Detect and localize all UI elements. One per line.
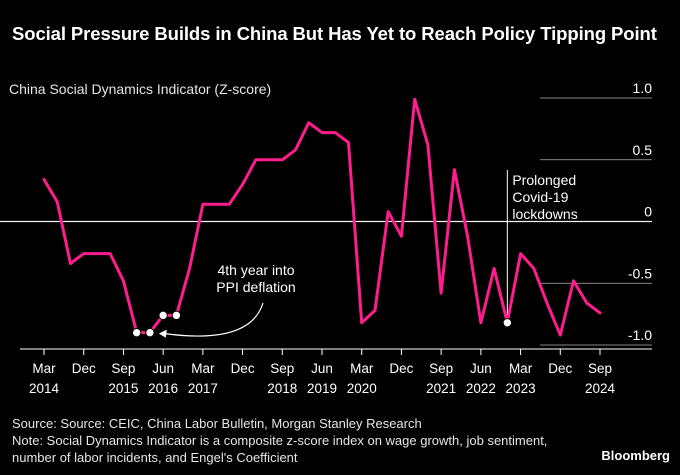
- x-tick-year-label: 2019: [307, 381, 337, 396]
- x-tick-year-label: 2014: [29, 381, 60, 396]
- x-tick-year-label: 2017: [188, 381, 218, 396]
- x-tick-label: Mar: [509, 361, 533, 376]
- annotation-covid-text: Covid-19: [512, 189, 568, 205]
- highlight-point: [171, 310, 182, 321]
- x-tick-label: Dec: [231, 361, 255, 376]
- chart-title: Social Pressure Builds in China But Has …: [12, 23, 657, 44]
- annotation-covid-text: lockdowns: [512, 206, 577, 222]
- x-tick-label: Mar: [350, 361, 374, 376]
- x-tick-year-label: 2015: [108, 381, 138, 396]
- x-tick-year-label: 2016: [148, 381, 178, 396]
- x-tick-label: Sep: [270, 361, 294, 376]
- highlight-point: [158, 310, 168, 321]
- x-tick-year-label: 2023: [506, 381, 536, 396]
- methodology-note: Note: Social Dynamics Indicator is a com…: [12, 433, 548, 465]
- x-tick-label: Mar: [191, 361, 215, 376]
- source-note: Source: Source: CEIC, China Labor Bullet…: [12, 416, 422, 431]
- x-tick-year-label: 2020: [347, 381, 377, 396]
- x-tick-year-label: 2018: [267, 381, 297, 396]
- y-tick-label: 0: [644, 204, 652, 220]
- bloomberg-logo: Bloomberg: [601, 448, 670, 463]
- x-tick-label: Dec: [548, 361, 572, 376]
- x-tick-label: Sep: [429, 361, 453, 376]
- highlight-point: [131, 327, 142, 338]
- annotation-arrowhead: [158, 329, 167, 338]
- x-tick-label: Sep: [111, 361, 135, 376]
- highlight-point: [145, 327, 155, 338]
- x-tick-label: Dec: [389, 361, 413, 376]
- x-tick-label: Sep: [588, 361, 612, 376]
- y-tick-label: 1.0: [633, 80, 653, 96]
- x-tick-label: Jun: [470, 361, 492, 376]
- y-tick-label: -1.0: [628, 327, 652, 343]
- chart-footer: Source: Source: CEIC, China Labor Bullet…: [12, 415, 572, 466]
- annotation-covid-text: Prolonged: [512, 172, 576, 188]
- highlight-point: [502, 318, 513, 328]
- annotation-deflation-text: PPI deflation: [216, 279, 295, 295]
- x-tick-year-label: 2022: [466, 381, 496, 396]
- x-tick-year-label: 2021: [426, 381, 456, 396]
- x-tick-year-label: 2024: [585, 381, 616, 396]
- x-tick-label: Jun: [152, 361, 174, 376]
- x-tick-label: Mar: [32, 361, 56, 376]
- y-tick-label: 0.5: [633, 142, 653, 158]
- x-tick-label: Jun: [311, 361, 333, 376]
- chart-subtitle: China Social Dynamics Indicator (Z-score…: [9, 81, 272, 97]
- annotation-arrow: [164, 302, 264, 337]
- x-tick-label: Dec: [72, 361, 96, 376]
- y-tick-label: -0.5: [628, 265, 652, 281]
- annotation-deflation-text: 4th year into: [217, 262, 294, 278]
